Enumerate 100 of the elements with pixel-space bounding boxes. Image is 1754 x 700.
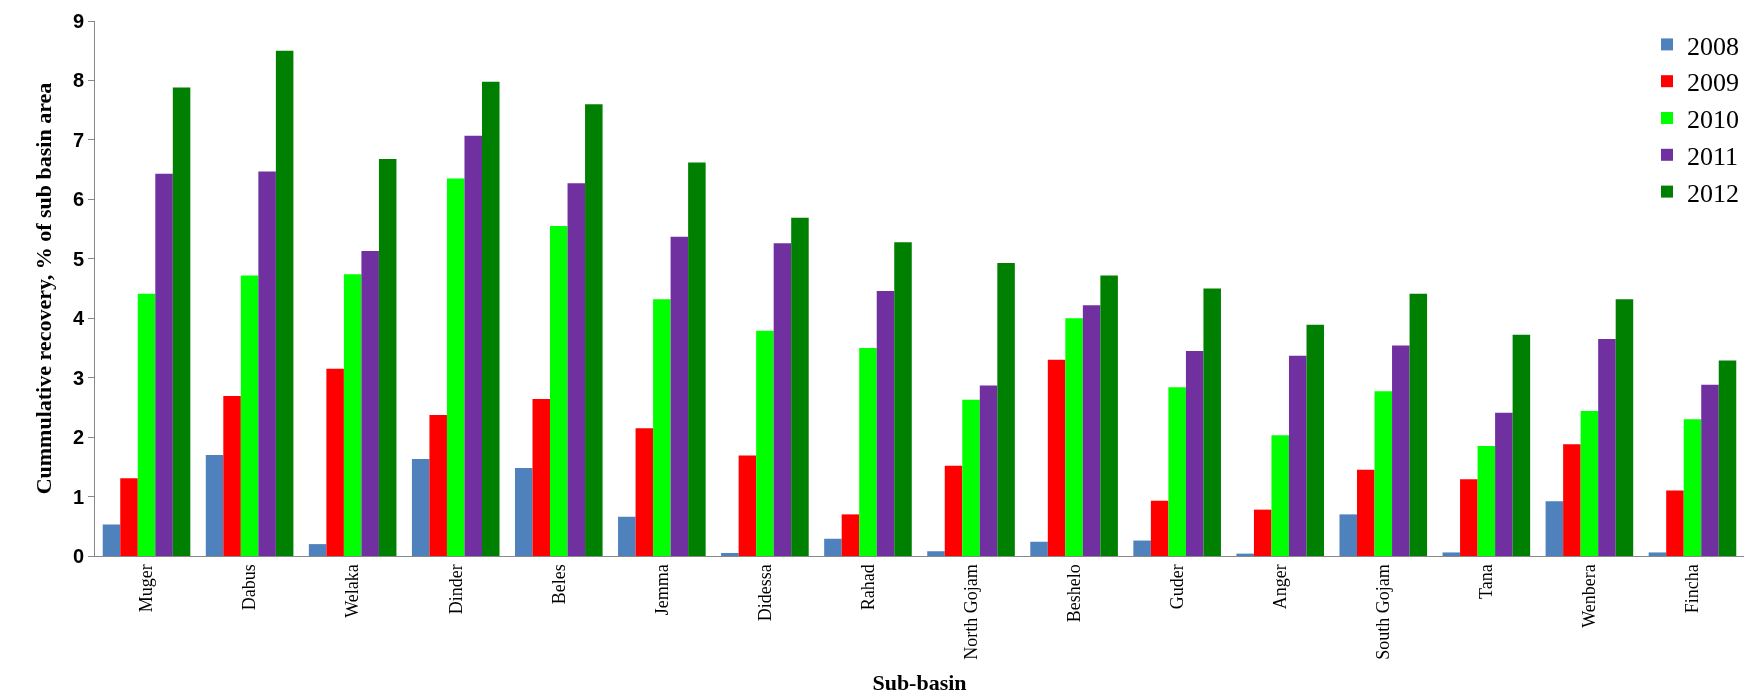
bar [1442,552,1461,556]
bar [979,385,998,556]
y-tick-label: 5 [72,247,84,270]
y-tick-label: 3 [72,366,84,389]
bar [1082,305,1101,556]
bar [962,399,980,556]
legend-label: 2012 [1687,178,1739,208]
y-axis-title: Cummulative recovery, % of sub basin area [30,82,56,495]
bar [482,81,500,556]
bar [635,428,654,556]
y-tick-label: 0 [72,545,84,567]
x-tick-label: Jemma [651,564,672,616]
bar [1133,540,1151,556]
x-tick-label: Muger [136,564,157,613]
bar [1701,384,1719,556]
x-tick-label: Beshelo [1063,564,1084,623]
x-tick-label: Rahad [857,564,878,611]
bar [223,396,241,556]
bar [1168,387,1186,556]
bar [1150,500,1169,556]
legend-label: 2011 [1687,141,1739,171]
bar [155,173,173,556]
bar [1683,419,1702,556]
bar [1598,339,1616,556]
legend-label: 2008 [1687,31,1739,61]
bar [894,242,912,556]
y-tick-label: 4 [72,307,85,330]
bar [308,544,327,556]
bar [361,251,379,556]
bar [1253,509,1272,556]
x-tick-label: Didessa [754,564,775,622]
bar [1374,391,1393,556]
bar [841,514,860,556]
bar [446,178,465,556]
bar [1409,293,1428,556]
bar [1203,288,1221,556]
bar [1030,541,1048,556]
bar [1100,275,1118,556]
bar [240,275,259,556]
bar [1460,479,1478,556]
bar [1545,501,1564,556]
bar [343,274,362,556]
bar [876,290,895,556]
bar [120,478,138,556]
bar [824,538,842,556]
bar [1495,412,1513,556]
bar [1047,359,1066,556]
x-tick-label: Tana [1476,564,1497,599]
y-tick-label: 8 [72,69,84,92]
x-tick-label: Welaka [342,564,363,618]
bar [1580,410,1599,556]
bar [756,330,774,556]
x-tick-label: South Gojam [1373,564,1394,660]
bar [1271,435,1289,556]
x-axis-title: Sub-basin [872,669,967,695]
bar [1477,446,1496,556]
bar [1512,334,1531,556]
bar [1185,350,1204,556]
x-tick-label: North Gojam [960,564,981,660]
bar [172,87,191,556]
x-tick-label: Guder [1167,564,1188,610]
bar [1357,469,1375,556]
bar [721,553,739,556]
bar [567,183,586,556]
bar [137,293,156,556]
bar [738,455,757,556]
bar [944,465,963,556]
bar [102,524,121,556]
bar [1718,360,1737,556]
x-tick-label: Dabus [239,564,260,611]
legend-label: 2010 [1687,105,1739,135]
bar [585,104,603,556]
y-tick-label: 2 [72,426,84,449]
bar [326,368,344,556]
bar [532,399,551,556]
bar [927,551,945,556]
bar [1615,299,1634,556]
x-tick-label: Beles [548,564,569,605]
legend-label: 2009 [1687,68,1739,98]
bar [1563,444,1581,556]
bar [791,217,809,556]
bar [1648,552,1667,556]
y-tick-label: 7 [72,128,84,151]
x-tick-label: Dinder [445,564,466,615]
bar [275,50,294,556]
bar [618,516,636,556]
x-tick-label: Fincha [1682,564,1703,614]
bar [1065,318,1083,556]
bar [205,454,224,556]
bar [997,262,1015,556]
bar [1392,345,1410,556]
bar [773,243,792,556]
bar [1666,490,1684,556]
y-tick-label: 9 [72,10,84,32]
bar [1306,324,1325,556]
bar [258,171,276,556]
bar [688,162,706,556]
bar [378,158,397,556]
y-tick-label: 6 [72,188,84,211]
bar [550,226,568,556]
